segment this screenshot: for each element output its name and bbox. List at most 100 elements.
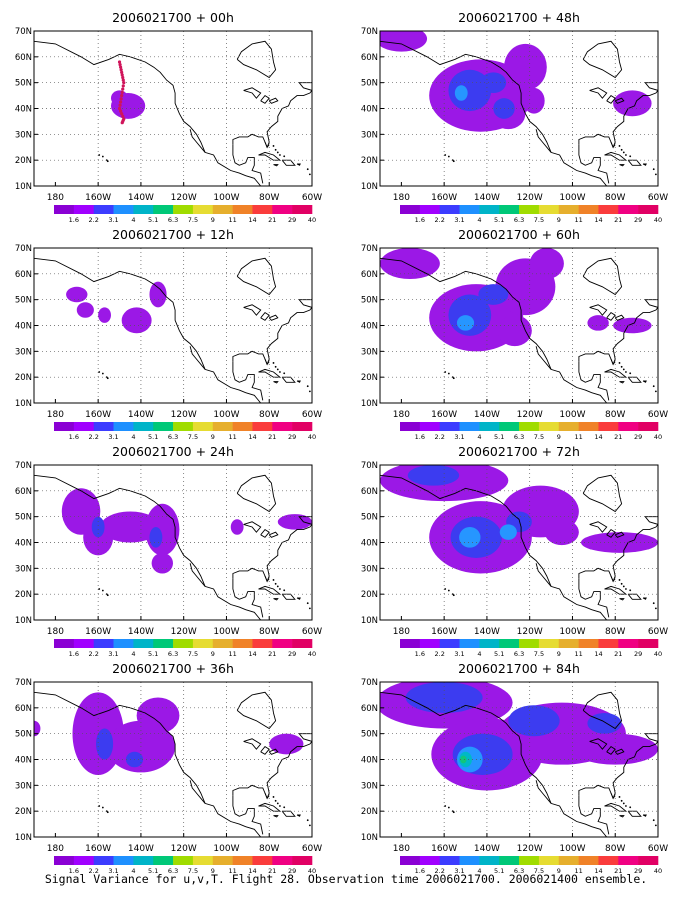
- colorbar-swatch: [638, 639, 659, 648]
- coastline: [273, 598, 279, 601]
- coastline: [582, 474, 623, 513]
- observation-marker: [121, 114, 125, 118]
- observation-marker: [119, 109, 123, 113]
- x-tick-label: 160W: [431, 193, 457, 203]
- x-tick-label: 60W: [648, 844, 668, 854]
- island: [279, 371, 281, 373]
- island: [283, 806, 286, 809]
- island: [625, 371, 627, 373]
- contour-level-3: [454, 85, 468, 101]
- y-tick-label: 60N: [15, 704, 32, 714]
- x-tick-label: 160W: [431, 844, 457, 854]
- colorbar-label: 2.2: [435, 433, 445, 441]
- colorbar-swatch: [54, 205, 75, 214]
- colorbar-swatch: [499, 856, 520, 865]
- colorbar-swatch: [54, 639, 75, 648]
- colorbar-label: 5.1: [148, 867, 158, 875]
- x-tick-label: 140W: [128, 844, 154, 854]
- colorbar-swatch: [192, 856, 214, 865]
- colorbar-swatch: [73, 856, 94, 865]
- x-tick-label: 80W: [605, 193, 625, 203]
- coastline: [243, 738, 262, 750]
- coastline: [236, 40, 277, 79]
- colorbar-label: 6.3: [514, 216, 524, 224]
- contour-level-1: [544, 519, 579, 546]
- island: [101, 372, 104, 375]
- island: [447, 589, 450, 592]
- colorbar-swatch: [558, 205, 579, 214]
- y-tick-label: 10N: [361, 399, 378, 409]
- x-tick-label: 80W: [259, 844, 279, 854]
- colorbar-label: 1.6: [415, 650, 425, 658]
- colorbar-swatch: [479, 422, 500, 431]
- y-tick-label: 20N: [15, 590, 32, 600]
- coastline: [264, 358, 270, 366]
- coastline: [582, 257, 623, 296]
- island: [274, 365, 277, 368]
- island: [452, 594, 455, 597]
- x-tick-label: 140W: [128, 410, 154, 420]
- y-tick-label: 50N: [361, 79, 378, 89]
- coastline: [243, 521, 262, 533]
- colorbar-label: 4: [131, 650, 135, 658]
- contour-level-3: [459, 527, 481, 548]
- colorbar-swatch: [598, 856, 619, 865]
- contour-level-1: [380, 31, 428, 52]
- x-tick-label: 160W: [85, 627, 111, 637]
- colorbar-swatch: [173, 639, 194, 648]
- island: [306, 168, 309, 171]
- colorbar-swatch: [598, 422, 619, 431]
- y-tick-label: 40N: [15, 105, 32, 115]
- y-tick-label: 70N: [361, 678, 378, 688]
- colorbar-swatch: [519, 639, 540, 648]
- island: [272, 579, 275, 581]
- y-tick-label: 20N: [15, 373, 32, 383]
- island: [452, 377, 455, 380]
- colorbar-swatch: [439, 205, 460, 214]
- colorbar-swatch: [292, 639, 313, 648]
- island: [308, 390, 311, 393]
- x-tick-label: 140W: [474, 844, 500, 854]
- colorbar-label: 29: [288, 867, 296, 875]
- contour-level-2: [508, 705, 560, 737]
- colorbar-label: 5.1: [494, 433, 504, 441]
- y-tick-label: 10N: [361, 182, 378, 192]
- y-tick-label: 30N: [361, 564, 378, 574]
- map-panel-48h: 2006021700 + 48h 10N 20N 30N 40N 50N 60N 70N 180…: [361, 10, 668, 224]
- coastline: [258, 802, 282, 812]
- colorbar-label: 6.3: [514, 867, 524, 875]
- colorbar-label: 5.1: [494, 867, 504, 875]
- colorbar-swatch: [153, 422, 174, 431]
- x-tick-label: 80W: [605, 844, 625, 854]
- coastline: [281, 376, 296, 383]
- colorbar-swatch: [153, 205, 174, 214]
- observation-marker: [120, 112, 124, 116]
- contour-level-1: [66, 286, 88, 303]
- coastline: [604, 368, 628, 378]
- colorbar-label: 1.6: [69, 867, 79, 875]
- colorbar-swatch: [419, 422, 440, 431]
- colorbar-swatch: [292, 205, 313, 214]
- coastline: [34, 40, 262, 186]
- y-tick-label: 20N: [361, 590, 378, 600]
- colorbar-swatch: [618, 639, 639, 648]
- colorbar-label: 2.2: [435, 867, 445, 875]
- contour-level-1: [98, 307, 111, 323]
- colorbar-swatch: [212, 422, 233, 431]
- coastline: [614, 748, 625, 755]
- x-tick-label: 140W: [128, 627, 154, 637]
- x-tick-label: 100W: [559, 627, 585, 637]
- x-tick-label: 80W: [605, 627, 625, 637]
- colorbar-swatch: [252, 639, 273, 648]
- colorbar-label: 21: [614, 433, 622, 441]
- x-tick-label: 100W: [213, 193, 239, 203]
- x-tick-label: 100W: [213, 627, 239, 637]
- island: [276, 368, 279, 371]
- island: [308, 824, 311, 827]
- panel-title: 2006021700 + 36h: [112, 661, 234, 676]
- coastline: [273, 164, 279, 167]
- island: [618, 796, 621, 798]
- colorbar-label: 11: [574, 216, 582, 224]
- observation-marker: [118, 62, 122, 67]
- x-tick-label: 160W: [85, 844, 111, 854]
